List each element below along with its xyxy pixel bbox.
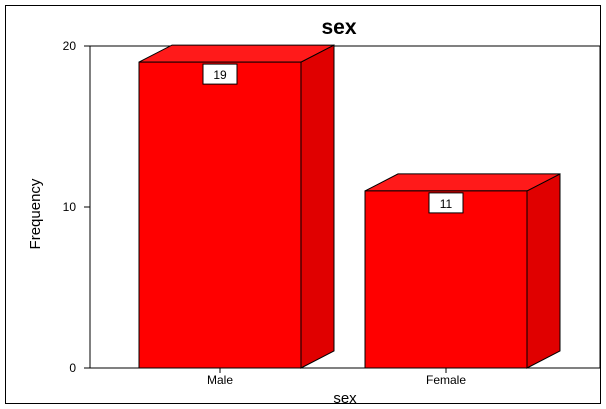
y-tick-label: 0 [69,361,76,375]
x-tick-label: Female [426,373,466,387]
bar-female: 11 [364,173,561,369]
y-axis-label: Frequency [27,178,44,249]
chart-title: sex [321,16,356,39]
bar-male: 19 [138,44,335,369]
bar-front-face [364,190,528,369]
bar-side-face [300,44,335,369]
y-tick-label: 10 [63,200,77,214]
y-tick-label: 20 [63,39,77,53]
data-label: 11 [440,197,453,211]
bar-side-face [526,173,561,369]
x-tick-label: Male [207,373,233,387]
x-axis-label: sex [333,390,357,407]
x-axis-ticks: Male Female [207,368,466,387]
bar-top-face [138,44,335,63]
data-label-box [202,63,238,85]
bar-top-face [364,173,561,192]
data-label-box [428,192,464,214]
y-axis-ticks: 0 10 20 [63,39,90,375]
bar-front-face [138,61,302,369]
data-label: 19 [213,68,227,82]
